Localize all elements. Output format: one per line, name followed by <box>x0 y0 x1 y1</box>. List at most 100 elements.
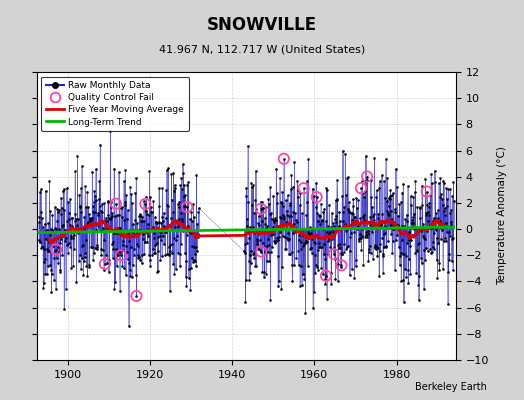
Point <box>247 202 256 209</box>
Point <box>185 216 194 222</box>
Point <box>371 242 379 248</box>
Text: SNOWVILLE: SNOWVILLE <box>207 16 317 34</box>
Point <box>446 210 455 216</box>
Point <box>140 218 148 224</box>
Point <box>247 260 255 266</box>
Point <box>369 213 377 219</box>
Point <box>337 251 346 258</box>
Point <box>248 228 256 234</box>
Point <box>420 247 429 254</box>
Point <box>66 222 74 228</box>
Point <box>180 203 188 209</box>
Point <box>272 166 280 172</box>
Point <box>328 270 336 277</box>
Point <box>122 192 130 198</box>
Point <box>243 216 252 222</box>
Point <box>166 248 174 254</box>
Point <box>64 240 72 247</box>
Point <box>60 207 69 213</box>
Point <box>107 204 116 210</box>
Point <box>345 209 354 215</box>
Point <box>419 221 428 227</box>
Point <box>45 248 53 254</box>
Point <box>83 189 91 196</box>
Point <box>291 226 299 232</box>
Point <box>395 201 403 207</box>
Point <box>289 184 297 191</box>
Point <box>286 250 294 257</box>
Point <box>275 234 283 240</box>
Point <box>109 239 117 245</box>
Point <box>111 278 119 285</box>
Point <box>72 278 81 285</box>
Point <box>284 230 292 236</box>
Point <box>336 241 345 247</box>
Point <box>158 185 167 192</box>
Point <box>388 250 396 256</box>
Point <box>292 254 301 261</box>
Point <box>257 206 265 212</box>
Point <box>114 225 122 231</box>
Point <box>332 197 341 204</box>
Point <box>265 242 273 248</box>
Point <box>321 280 330 287</box>
Point <box>283 208 291 214</box>
Point <box>140 251 148 257</box>
Point <box>366 222 374 228</box>
Point <box>314 212 323 218</box>
Point <box>357 185 365 191</box>
Point <box>265 201 273 208</box>
Point <box>49 237 57 243</box>
Point <box>280 214 289 220</box>
Point <box>171 224 179 230</box>
Point <box>252 168 260 174</box>
Point <box>422 212 431 218</box>
Point <box>352 262 360 269</box>
Point <box>64 199 72 206</box>
Point <box>410 233 419 240</box>
Point <box>103 218 112 224</box>
Point <box>117 232 126 239</box>
Point <box>103 212 112 218</box>
Point <box>167 171 176 177</box>
Point <box>417 254 425 261</box>
Point <box>445 251 453 258</box>
Point <box>101 261 109 267</box>
Point <box>333 196 342 202</box>
Point <box>161 229 170 235</box>
Point <box>409 194 418 200</box>
Point <box>425 212 433 218</box>
Point <box>58 204 66 211</box>
Point <box>83 221 92 228</box>
Point <box>356 231 364 237</box>
Point <box>50 248 59 254</box>
Point <box>255 222 264 228</box>
Point <box>383 208 391 214</box>
Point <box>130 233 138 239</box>
Point <box>105 216 114 222</box>
Point <box>36 188 44 195</box>
Point <box>255 227 264 234</box>
Point <box>151 219 160 226</box>
Point <box>160 229 169 236</box>
Point <box>344 242 353 249</box>
Point <box>93 246 101 252</box>
Point <box>106 128 115 134</box>
Point <box>169 261 177 267</box>
Point <box>447 218 455 225</box>
Point <box>97 207 106 214</box>
Point <box>361 234 369 240</box>
Point <box>258 199 266 205</box>
Point <box>445 256 454 263</box>
Point <box>138 252 146 258</box>
Point <box>296 190 304 196</box>
Point <box>375 224 383 230</box>
Point <box>148 227 156 233</box>
Point <box>111 212 119 219</box>
Point <box>292 217 300 224</box>
Point <box>389 226 397 232</box>
Point <box>75 202 84 209</box>
Point <box>349 196 357 202</box>
Point <box>419 226 427 232</box>
Point <box>58 223 66 229</box>
